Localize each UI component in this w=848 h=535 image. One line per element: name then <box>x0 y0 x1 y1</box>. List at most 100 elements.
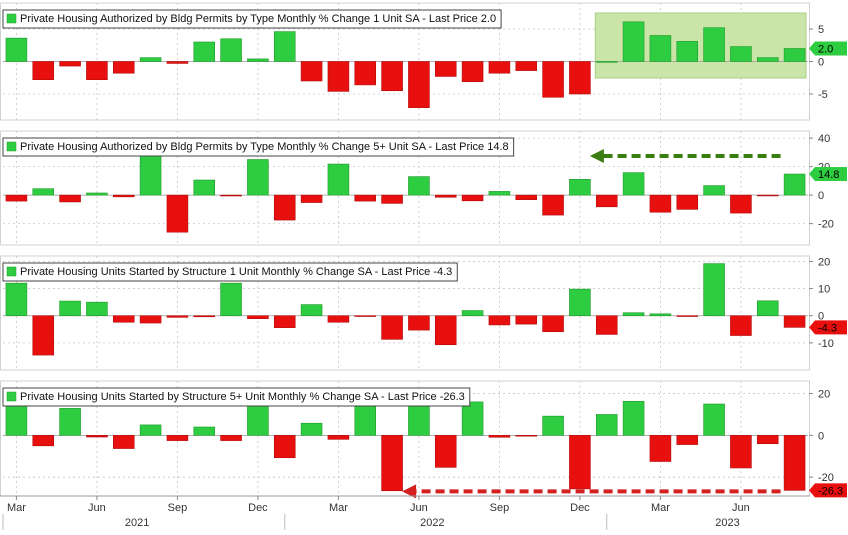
x-year-label: 2022 <box>420 517 444 529</box>
legend-swatch <box>6 141 17 152</box>
last-price-label: 2.0 <box>818 44 833 56</box>
panel-title-bg <box>2 387 471 407</box>
bar <box>86 192 108 196</box>
bar <box>488 61 511 74</box>
bar <box>703 403 725 436</box>
bar <box>220 38 242 62</box>
bar <box>32 315 55 356</box>
bar <box>381 194 403 204</box>
bar <box>32 435 55 447</box>
bar <box>139 315 162 324</box>
y-tick-label: -20 <box>818 219 834 231</box>
panel-title-bg <box>2 137 515 157</box>
x-tick-label: Dec <box>570 502 590 514</box>
bar <box>676 41 699 62</box>
bar <box>542 194 564 216</box>
bar <box>354 315 377 317</box>
y-tick-label: 20 <box>818 389 830 401</box>
panel-4: 20 0 -20-26.3 Private Housing Units Started… <box>0 380 847 499</box>
bar <box>381 61 403 92</box>
bar <box>300 422 323 436</box>
y-tick-label: 0 <box>818 311 824 323</box>
y-tick-label: 0 <box>818 190 824 202</box>
bar <box>649 435 672 462</box>
bar <box>515 61 538 71</box>
bar <box>676 194 699 210</box>
panel-title: Private Housing Authorized by Bldg Permi… <box>20 13 496 25</box>
panel-title-bg <box>2 262 458 282</box>
panel-1: 5 0 -5 2.0 Private Housing Authorized by Bld… <box>0 2 847 121</box>
bar <box>193 426 216 436</box>
bar <box>247 315 269 320</box>
last-price-pointer <box>809 41 815 56</box>
y-tick-label: 20 <box>818 256 830 268</box>
bar <box>730 315 752 336</box>
bar <box>756 435 779 445</box>
bar <box>595 414 618 436</box>
bar <box>32 188 55 196</box>
panel-title-box: Private Housing Units Started by Structu… <box>2 262 458 282</box>
bar <box>139 57 162 62</box>
bar <box>59 194 81 203</box>
bar <box>622 172 645 196</box>
last-price-pointer <box>809 320 815 335</box>
bar <box>408 176 430 196</box>
bar <box>86 61 108 81</box>
panel-title-box: Private Housing Units Started by Structu… <box>2 387 471 407</box>
panel-3: 20 10 0 -10 -4.3 Private Housing Units Starte… <box>0 255 847 371</box>
bar <box>703 263 725 317</box>
panel-title: Private Housing Units Started by Structu… <box>20 266 452 278</box>
bar <box>569 179 591 196</box>
bar <box>166 315 189 318</box>
bar <box>408 404 430 436</box>
bar <box>595 315 618 335</box>
legend-swatch <box>6 391 17 402</box>
last-price-tag <box>815 41 847 56</box>
bar <box>542 315 564 333</box>
bar <box>220 282 242 317</box>
bar <box>247 402 269 436</box>
x-tick-label: Mar <box>651 502 670 514</box>
last-price-tag <box>815 483 847 498</box>
y-tick-label: -20 <box>818 472 834 484</box>
y-tick-label: 5 <box>818 24 824 36</box>
arrow-head <box>589 149 604 164</box>
legend-swatch <box>6 266 17 277</box>
bar <box>300 194 323 203</box>
x-tick-label: Jun <box>732 502 750 514</box>
bar <box>569 435 591 490</box>
bar <box>193 41 216 62</box>
arrow-head <box>402 484 417 499</box>
y-tick-label: -10 <box>818 338 834 350</box>
bar <box>783 435 806 491</box>
y-tick-label: 10 <box>818 284 830 296</box>
bar <box>327 315 350 323</box>
x-tick-label: Sep <box>168 502 188 514</box>
legend-swatch <box>6 13 17 24</box>
bar <box>622 312 645 317</box>
bar <box>354 61 377 86</box>
bar <box>381 435 403 492</box>
bar <box>327 61 350 92</box>
bar <box>783 48 806 62</box>
bar <box>112 61 135 74</box>
x-tick-label: Dec <box>248 502 268 514</box>
y-tick-label: 0 <box>818 57 824 69</box>
last-price-pointer <box>809 167 815 182</box>
bar <box>649 313 672 317</box>
bar <box>86 301 108 317</box>
bar <box>622 21 645 62</box>
bar <box>273 194 296 221</box>
bar <box>461 61 484 82</box>
x-year-label: 2021 <box>125 517 149 529</box>
bar <box>542 61 564 98</box>
bar <box>381 315 403 340</box>
y-tick-label: 40 <box>818 133 830 145</box>
bar <box>756 194 779 197</box>
x-year-label: 2023 <box>715 517 739 529</box>
bar <box>461 310 484 317</box>
y-tick-label: -5 <box>818 89 828 101</box>
bar <box>703 27 725 62</box>
bar <box>434 61 457 77</box>
